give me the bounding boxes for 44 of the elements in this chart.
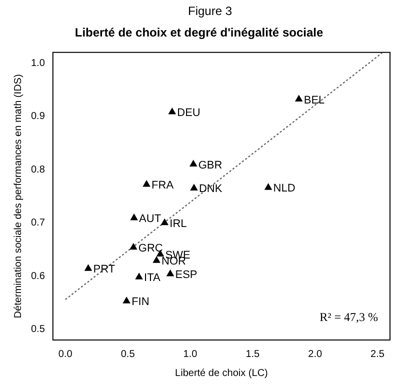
annotation: FRA bbox=[152, 180, 174, 192]
annotation: GRC bbox=[138, 242, 163, 254]
point bbox=[294, 94, 303, 102]
annotation: ESP bbox=[175, 268, 198, 281]
x-tick-label: 1.5 bbox=[246, 348, 260, 360]
point bbox=[264, 183, 272, 190]
point bbox=[189, 160, 198, 166]
annotation: DNK bbox=[198, 183, 223, 196]
annotation: NLD bbox=[273, 182, 296, 195]
x-tick-label: 1.0 bbox=[183, 348, 198, 360]
annotation: GBR bbox=[198, 159, 222, 172]
x-axis-title: Liberté de choix (LC) bbox=[175, 368, 268, 379]
caption: Figure 3 bbox=[186, 4, 234, 18]
y-tick-label: 0.9 bbox=[30, 111, 46, 122]
point bbox=[84, 264, 92, 271]
y-axis-title: Détermination sociale des performances en math (IDS) bbox=[12, 74, 24, 318]
y-tick-label: 0.5 bbox=[30, 324, 46, 336]
point bbox=[168, 108, 176, 114]
annotation: PRT bbox=[93, 264, 116, 276]
point bbox=[130, 214, 138, 220]
annotation: DEU bbox=[177, 107, 200, 120]
point bbox=[122, 296, 130, 304]
y-tick-label: 0.8 bbox=[30, 164, 46, 176]
annotation: IRL bbox=[170, 218, 187, 230]
annotation: BEL bbox=[304, 94, 325, 106]
x-tick-label: 0.0 bbox=[58, 348, 73, 360]
point bbox=[130, 242, 138, 250]
annotation: FIN bbox=[132, 296, 150, 308]
point bbox=[142, 180, 150, 187]
point bbox=[160, 218, 169, 226]
chart-title: Liberté de choix et degré d'inégalité sociale bbox=[74, 26, 324, 40]
x-tick-label: 0.5 bbox=[120, 348, 136, 360]
point bbox=[135, 272, 143, 280]
x-tick-label: 2.5 bbox=[370, 348, 385, 360]
point bbox=[152, 256, 160, 263]
x-tick-label: 2.0 bbox=[308, 348, 322, 360]
annotation: ITA bbox=[144, 272, 162, 284]
y-tick-label: 0.6 bbox=[30, 270, 46, 282]
y-tick-label: 0.7 bbox=[30, 218, 46, 229]
y-tick-label: 1.0 bbox=[30, 58, 46, 69]
point bbox=[166, 269, 174, 276]
point bbox=[190, 184, 198, 190]
annotation: R² = 47,3 % bbox=[320, 310, 378, 324]
annotation: AUT bbox=[139, 213, 162, 226]
